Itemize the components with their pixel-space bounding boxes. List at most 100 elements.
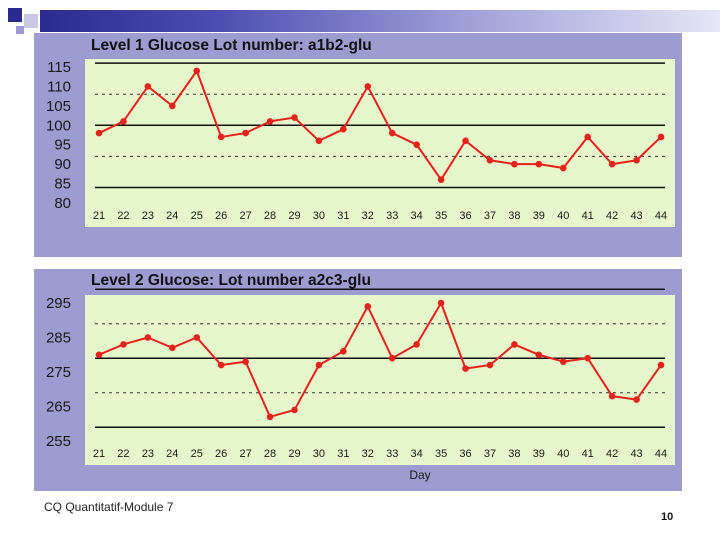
x-tick-label: 31	[337, 210, 349, 222]
data-point	[462, 137, 469, 145]
x-tick-label: 30	[313, 448, 325, 460]
data-point	[242, 358, 249, 365]
data-point	[633, 396, 640, 403]
data-point	[511, 341, 518, 348]
y-tick-label: 105	[46, 98, 71, 115]
chart-svg: 255 265 275 285 295 21 22 23 24 25 26 27 28 29 30 31 32 3…	[46, 288, 675, 482]
x-tick-label: 38	[508, 210, 520, 222]
x-tick-label: 26	[215, 448, 227, 460]
plot-area: 80 85 90 95 100 105 110 115 21 22 23 24 25 26 27 28 29 30…	[46, 59, 675, 227]
data-point	[559, 358, 567, 365]
x-tick-label: 42	[606, 448, 618, 460]
chart-svg: 80 85 90 95 100 105 110 115 21 22 23 24 25 26 27 28 29 30…	[46, 59, 675, 227]
y-tick-label: 285	[46, 330, 71, 347]
x-tick-label: 29	[288, 448, 300, 460]
chart-title: Level 2 Glucose: Lot number a2c3-glu	[91, 272, 371, 289]
data-point	[413, 341, 420, 348]
x-tick-label: 44	[655, 448, 667, 460]
x-tick-label: 32	[362, 448, 374, 460]
x-tick-label: 41	[582, 448, 594, 460]
x-tick-label: 24	[166, 448, 178, 460]
x-tick-label: 28	[264, 448, 276, 460]
data-point	[340, 125, 347, 133]
data-point	[120, 118, 127, 125]
y-tick-label: 265	[46, 399, 71, 416]
data-point	[535, 160, 543, 168]
data-point	[217, 361, 225, 369]
data-point	[95, 129, 103, 137]
y-tick-label: 85	[54, 176, 71, 193]
x-tick-label: 32	[362, 210, 374, 222]
data-point	[437, 299, 445, 307]
data-point	[144, 83, 152, 90]
x-tick-label: 21	[93, 210, 105, 222]
y-tick-label: 255	[46, 433, 71, 450]
x-tick-label: 23	[142, 448, 154, 460]
x-tick-label: 35	[435, 448, 447, 460]
y-tick-label: 90	[54, 156, 71, 173]
data-point	[169, 344, 176, 352]
x-tick-label: 37	[484, 448, 496, 460]
series-line	[98, 68, 662, 182]
chart-panel-level1: Level 1 Glucose Lot number: a1b2-glu 80 8…	[34, 33, 682, 257]
data-point	[291, 406, 298, 414]
data-point	[95, 351, 103, 359]
x-tick-label: 33	[386, 210, 398, 222]
x-tick-label: 22	[117, 448, 129, 460]
logo-square-dark	[8, 8, 22, 22]
data-point	[242, 129, 249, 137]
data-point	[535, 351, 543, 359]
y-tick-label: 295	[46, 295, 71, 312]
x-tick-label: 41	[582, 210, 594, 222]
data-point	[120, 341, 127, 348]
x-tick-label: 36	[459, 448, 471, 460]
page-number: 10	[661, 511, 674, 523]
data-point	[169, 102, 176, 110]
x-tick-label: 25	[191, 448, 203, 460]
logo-square-light	[24, 14, 38, 28]
data-point	[193, 334, 201, 341]
x-tick-label: 43	[630, 210, 642, 222]
data-point	[511, 160, 518, 168]
data-point	[584, 354, 591, 362]
x-tick-label: 36	[459, 210, 471, 222]
x-tick-label: 40	[557, 210, 569, 222]
data-point	[462, 365, 469, 372]
data-point	[193, 67, 201, 75]
data-point	[657, 361, 665, 369]
data-point	[315, 361, 323, 369]
x-tick-label: 34	[411, 448, 423, 460]
y-tick-label: 80	[54, 195, 71, 212]
data-point	[217, 133, 225, 141]
y-tick-label: 275	[46, 364, 71, 381]
x-tick-label: 28	[264, 210, 276, 222]
footer-text: CQ Quantitatif-Module 7	[44, 500, 174, 514]
y-tick-label: 110	[47, 78, 71, 95]
data-point	[388, 129, 396, 137]
x-tick-label: 44	[655, 210, 667, 222]
data-point	[486, 361, 494, 369]
data-point	[486, 156, 494, 164]
x-tick-label: 42	[606, 210, 618, 222]
x-tick-label: 26	[215, 210, 227, 222]
data-point	[608, 392, 616, 400]
data-point	[315, 137, 323, 145]
data-point	[291, 114, 298, 121]
chart-panel-level2: Level 2 Glucose: Lot number a2c3-glu 255…	[34, 269, 682, 491]
x-tick-label: 40	[557, 448, 569, 460]
x-axis-label: Day	[409, 468, 430, 482]
x-tick-label: 23	[142, 210, 154, 222]
x-tick-label: 38	[508, 448, 520, 460]
x-tick-label: 34	[411, 210, 423, 222]
x-tick-label: 27	[239, 448, 251, 460]
data-point	[266, 413, 274, 421]
y-tick-label: 95	[54, 137, 71, 154]
x-tick-label: 37	[484, 210, 496, 222]
data-point	[413, 141, 420, 149]
data-point	[608, 160, 616, 168]
x-tick-label: 22	[117, 210, 129, 222]
plot-background	[85, 295, 675, 465]
x-tick-label: 35	[435, 210, 447, 222]
data-point	[657, 133, 665, 141]
data-point	[266, 118, 274, 125]
